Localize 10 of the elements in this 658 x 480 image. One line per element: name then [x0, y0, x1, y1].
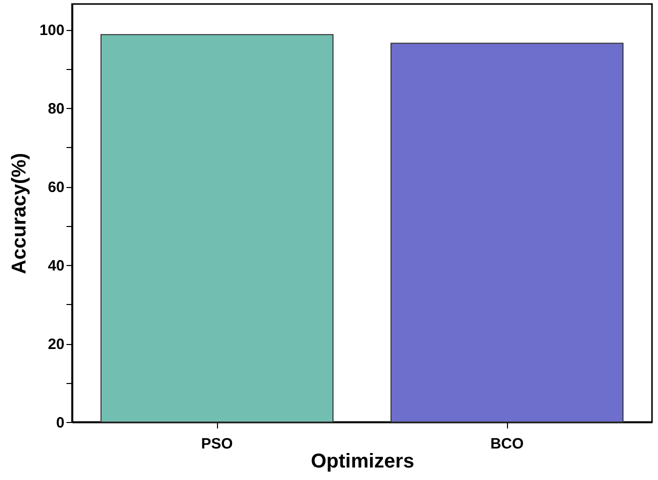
x-tick-label: PSO: [201, 436, 234, 452]
y-tick-label: 100: [39, 22, 64, 40]
y-tick-label: 0: [56, 414, 64, 432]
y-tick-label: 40: [48, 258, 64, 275]
y-tick-label: 80: [48, 100, 64, 118]
y-axis-title: Accuracy(%): [8, 152, 30, 274]
y-tick-label: 20: [48, 336, 64, 353]
x-axis-title: Optimizers: [310, 450, 414, 472]
y-tick-label: 60: [48, 179, 64, 196]
x-tick-label: BCO: [490, 436, 524, 452]
